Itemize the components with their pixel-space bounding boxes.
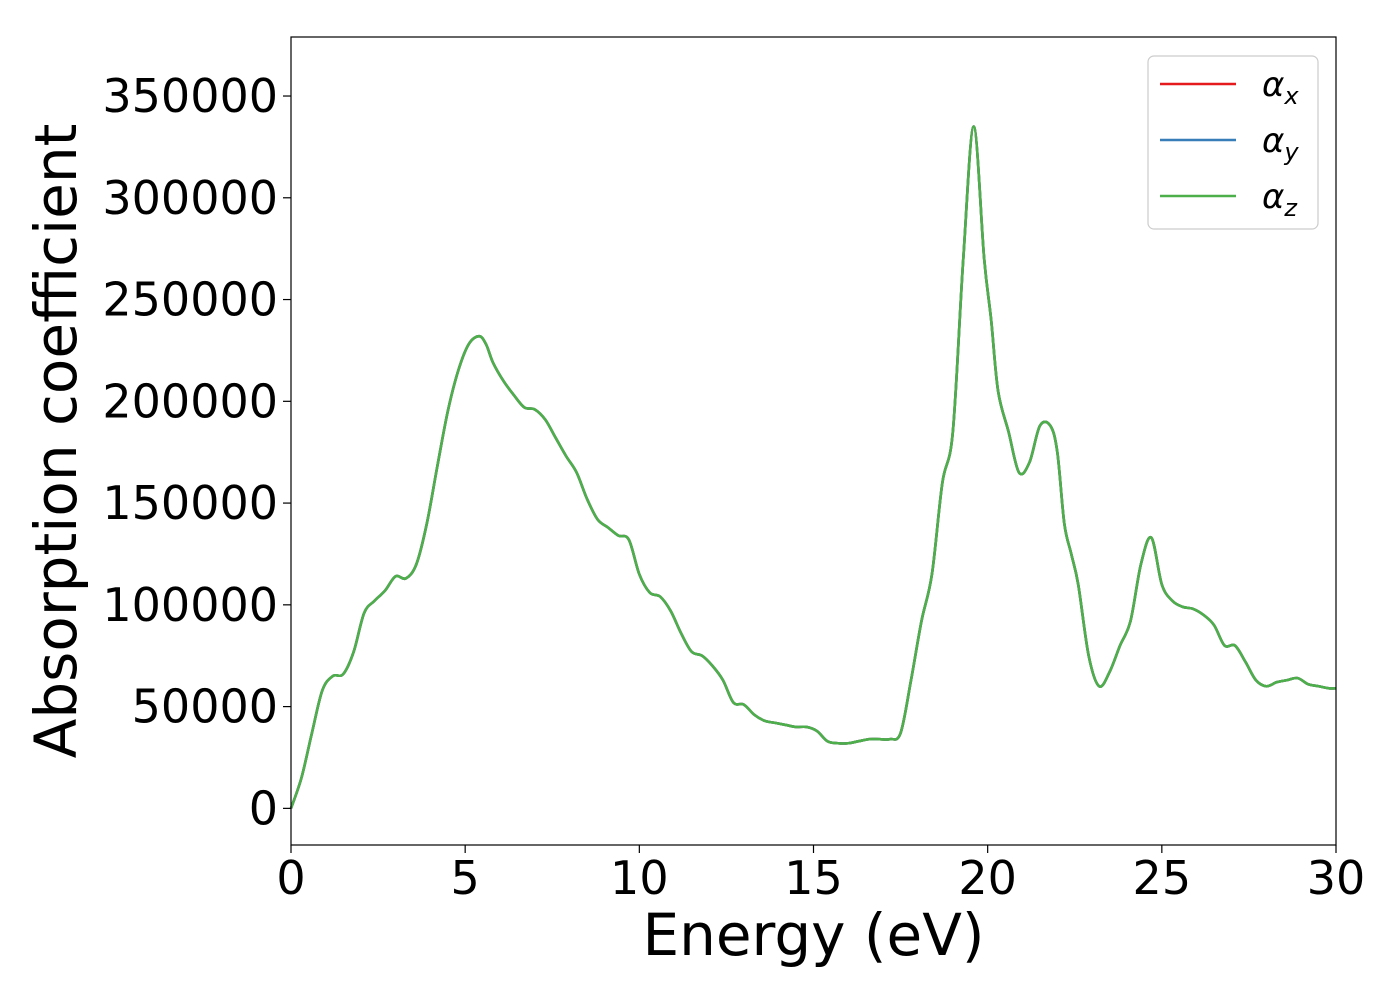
- x-tick-label: 5: [451, 851, 480, 905]
- y-tick-label: 50000: [132, 680, 278, 734]
- x-tick-label: 0: [276, 851, 305, 905]
- y-tick-label: 300000: [102, 171, 278, 225]
- x-tick-label: 25: [1133, 851, 1192, 905]
- x-tick-label: 10: [610, 851, 669, 905]
- series-line-z: [289, 125, 1337, 809]
- x-tick-label: 15: [784, 851, 843, 905]
- x-axis-ticks: 0 5 10 15 20 25 30: [276, 845, 1365, 905]
- y-tick-label: 350000: [102, 69, 278, 123]
- x-tick-label: 30: [1307, 851, 1366, 905]
- y-tick-label: 0: [249, 781, 278, 835]
- y-tick-label: 200000: [102, 374, 278, 428]
- y-axis-title: Absorption coefficient: [22, 124, 90, 759]
- series-layer: [289, 125, 1337, 809]
- x-axis-title: Energy (eV): [642, 901, 984, 969]
- y-axis-ticks: 0 50000 100000 150000 200000 250000 300000 3500…: [102, 69, 291, 835]
- y-tick-label: 150000: [102, 476, 278, 530]
- legend-box: [1147, 55, 1319, 230]
- x-tick-label: 20: [958, 851, 1017, 905]
- y-tick-label: 100000: [102, 578, 278, 632]
- y-tick-label: 250000: [102, 273, 278, 327]
